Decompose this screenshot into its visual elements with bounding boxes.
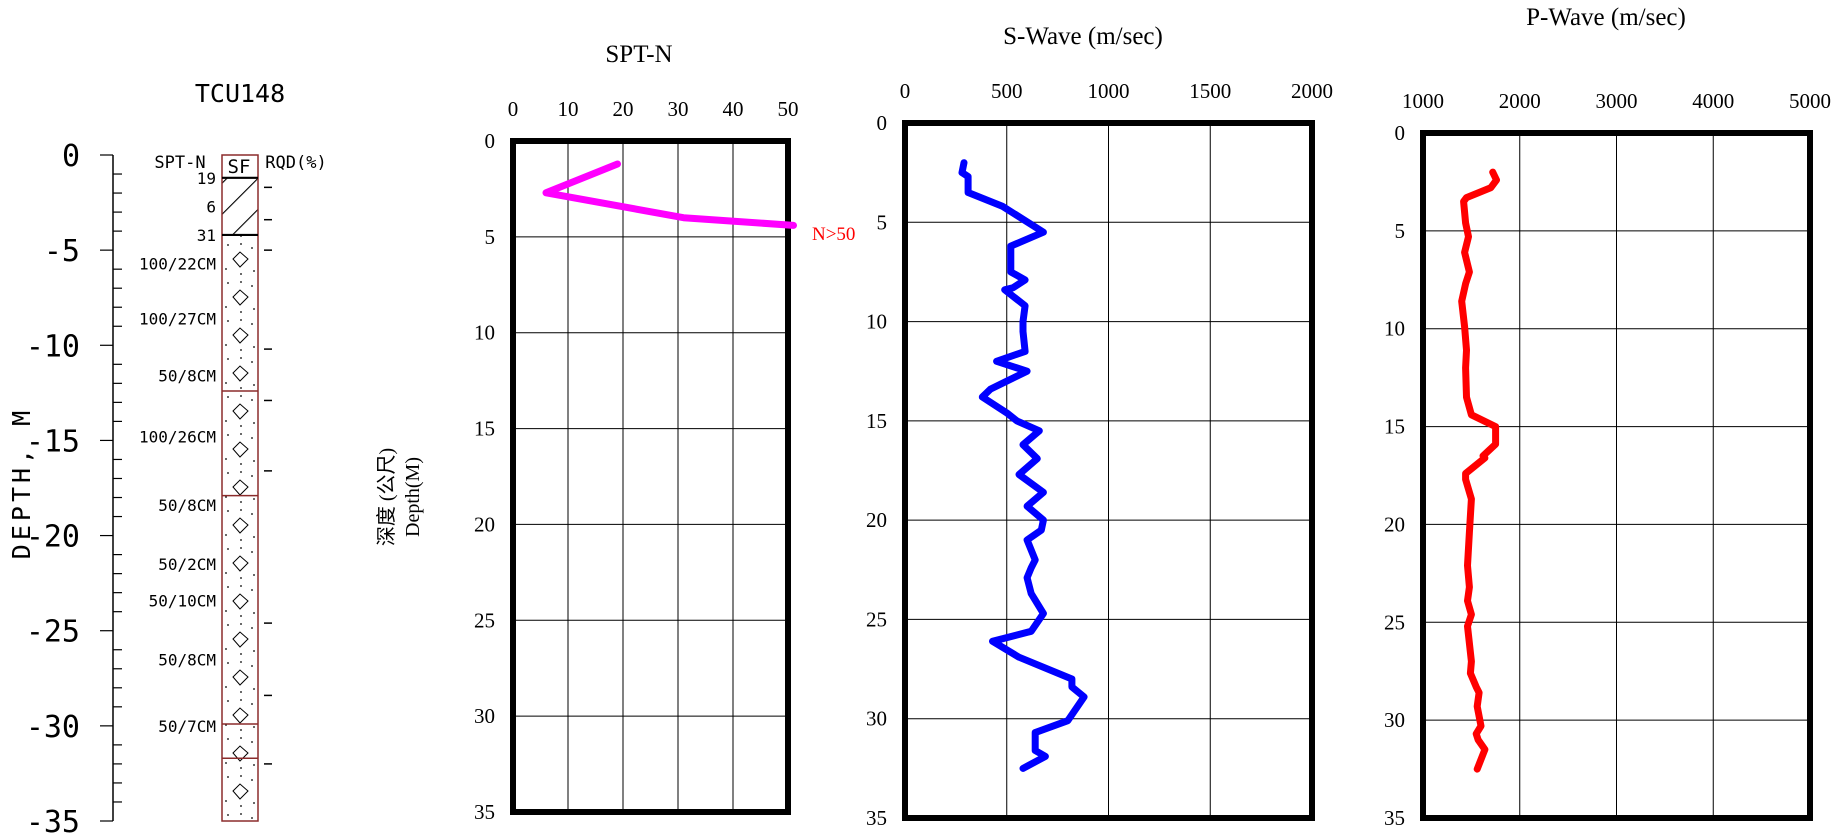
depth-tick-label: -10: [26, 329, 80, 364]
spt-label: 100/22CM: [139, 254, 216, 273]
x-tick-label: 1000: [1402, 89, 1444, 113]
spt-plot-area: 0 10 20 30 40 50 0 5 10 15 20 25 30 35: [474, 97, 799, 824]
log-title: TCU148: [195, 79, 285, 108]
x-tick-label: 1000: [1088, 79, 1130, 103]
s-wave-chart: S-Wave (m/sec) 0 500 1000 1500 2000 0 5 10 15 20 2…: [866, 23, 1333, 830]
series-line: [1458, 168, 1500, 773]
layer-fill: [222, 155, 258, 178]
depth-tick-label: -35: [26, 805, 80, 837]
y-tick-label: 20: [866, 508, 887, 532]
depth-label-en: Depth(M): [402, 457, 424, 537]
x-tick-label: 2000: [1291, 79, 1333, 103]
y-tick-label: 25: [1384, 610, 1405, 634]
spt-label: 50/8CM: [158, 496, 216, 515]
x-tick-label: 4000: [1692, 89, 1734, 113]
x-tick-label: 0: [900, 79, 911, 103]
y-tick-label: 15: [474, 417, 495, 441]
y-tick-label: 35: [474, 800, 495, 824]
x-tick-label: 500: [991, 79, 1023, 103]
series-line: [542, 160, 797, 229]
y-tick-label: 30: [474, 704, 495, 728]
spt-label: 19: [197, 169, 216, 188]
y-tick-label: 5: [485, 225, 496, 249]
rqd-column-header: RQD(%): [265, 153, 326, 173]
layer-hatch: [222, 177, 258, 235]
y-tick-label: 25: [866, 607, 887, 631]
plot-frame: [1420, 130, 1813, 821]
y-tick-label: 10: [474, 321, 495, 345]
x-tick-label: 1500: [1189, 79, 1231, 103]
s-wave-plot-area: 0 500 1000 1500 2000 0 5 10 15 20 25 30 35: [866, 79, 1333, 830]
x-tick-label: 5000: [1789, 89, 1831, 113]
spt-label: 50/7CM: [158, 717, 216, 736]
layer-gravel: [222, 234, 258, 822]
s-wave-chart-title: S-Wave (m/sec): [1003, 23, 1163, 50]
y-tick-label: 5: [877, 210, 888, 234]
soil-column: [221, 154, 259, 822]
spt-label: 100/26CM: [139, 428, 216, 447]
y-tick-label: 30: [866, 707, 887, 731]
spt-label: 6: [206, 197, 216, 216]
y-tick-label: 0: [1395, 121, 1406, 145]
spt-chart-title: SPT-N: [605, 41, 672, 68]
p-wave-chart-title: P-Wave (m/sec): [1526, 4, 1686, 31]
depth-tick-label: -25: [26, 615, 80, 650]
rqd-marks: [264, 186, 272, 765]
x-tick-label: 2000: [1499, 89, 1541, 113]
depth-axis: 0 -5 -10 -15 -20 -25 -30 -35: [26, 139, 122, 837]
p-wave-plot-area: 1000 2000 3000 4000 5000 0 5 10 15 20 25 30 35: [1384, 89, 1831, 830]
layer-label-sf: SF: [228, 156, 251, 178]
x-tick-label: 30: [668, 97, 689, 121]
shared-depth-label: 深度 (公尺) Depth(M): [375, 448, 424, 546]
depth-axis-label: DEPTH, M: [7, 407, 36, 559]
spt-label: 50/8CM: [158, 650, 216, 669]
y-tick-label: 10: [1384, 317, 1405, 341]
x-tick-label: 10: [558, 97, 579, 121]
spt-label: 100/27CM: [139, 310, 216, 329]
p-wave-chart: P-Wave (m/sec) 1000 2000 3000 4000 500005101…: [1384, 4, 1831, 830]
x-tick-label: 0: [508, 97, 519, 121]
y-tick-label: 35: [866, 806, 887, 830]
y-tick-label: 30: [1384, 708, 1405, 732]
x-tick-label: 40: [723, 97, 744, 121]
y-tick-label: 5: [1395, 219, 1406, 243]
spt-column-header: SPT-N: [154, 153, 205, 173]
y-tick-label: 20: [1384, 512, 1405, 536]
plot-frame: [510, 138, 791, 815]
spt-label: 31: [197, 226, 216, 245]
depth-tick-label: 0: [62, 139, 80, 174]
depth-tick-label: -5: [44, 234, 80, 269]
spt-label: 50/10CM: [149, 591, 216, 610]
y-tick-label: 20: [474, 512, 495, 536]
x-tick-label: 20: [613, 97, 634, 121]
depth-label-zh: 深度 (公尺): [375, 448, 398, 546]
x-tick-label: 50: [778, 97, 799, 121]
column-border: [221, 154, 259, 822]
y-tick-label: 0: [877, 111, 888, 135]
spt-labels: 19 6 31 100/22CM 100/27CM 50/8CM 100/26CM 50/8C…: [139, 169, 216, 736]
y-tick-label: 0: [485, 129, 496, 153]
y-tick-label: 35: [1384, 806, 1405, 830]
spt-annotation: N>50: [812, 224, 855, 245]
depth-tick-label: -15: [26, 424, 80, 459]
x-tick-label: 3000: [1596, 89, 1638, 113]
y-tick-label: 10: [866, 310, 887, 334]
plot-frame: [902, 120, 1315, 821]
y-tick-label: 25: [474, 608, 495, 632]
spt-label: 50/8CM: [158, 367, 216, 386]
depth-tick-label: -30: [26, 710, 80, 745]
series-line: [958, 159, 1088, 772]
y-tick-label: 15: [866, 409, 887, 433]
y-tick-label: 15: [1384, 415, 1405, 439]
spt-n-chart: SPT-N 0 10 20 30 40 50 0 5 10 15 20 25 30 35 N>50: [474, 41, 855, 824]
depth-tick-label: -20: [26, 520, 80, 555]
borehole-log: TCU148 DEPTH, M 0 -5 -10 -15 -20 -25 -30 -35 SP…: [7, 79, 327, 837]
spt-label: 50/2CM: [158, 555, 216, 574]
